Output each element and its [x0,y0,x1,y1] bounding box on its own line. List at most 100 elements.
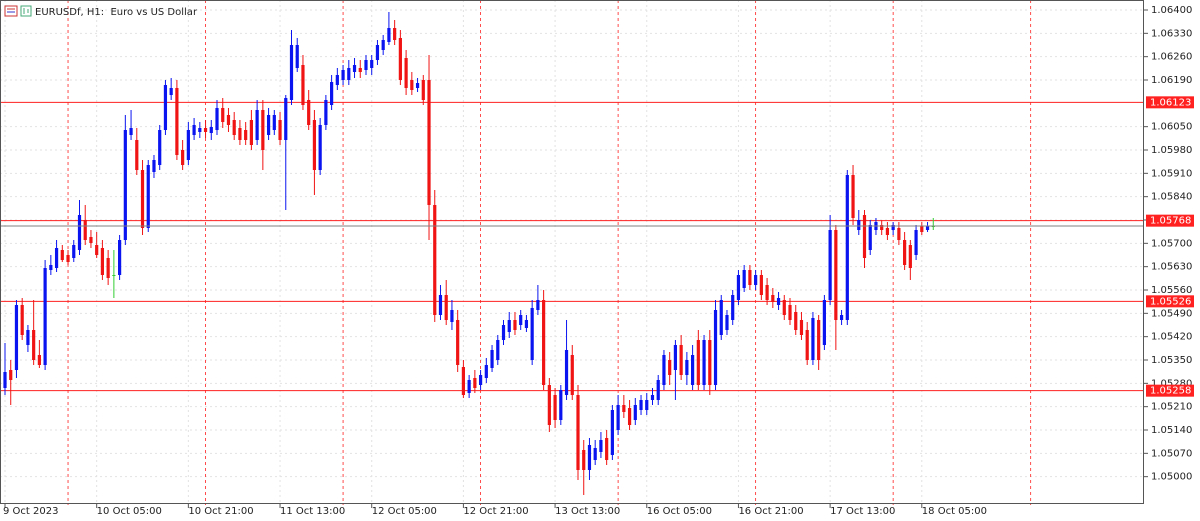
y-tick-label: 1.05910 [1151,168,1192,179]
candle-body [89,237,93,243]
x-tick-label: 16 Oct 05:00 [647,506,712,517]
x-tick-label: 10 Oct 05:00 [97,506,162,517]
level-label-box [1146,96,1194,109]
x-tick-label: 18 Oct 05:00 [922,506,987,517]
x-tick-label: 9 Oct 2023 [3,506,58,517]
candle-body [295,45,299,68]
candle-body [370,60,374,68]
candle-body [570,355,574,395]
candle-body [834,230,838,320]
candle-body [547,385,551,425]
level-label-box [1146,384,1194,397]
candle-body [685,360,689,375]
candle-body [266,115,271,135]
candle-body [49,265,53,270]
candle-body [478,375,483,385]
candle-body [484,365,488,378]
candle-body [587,445,592,470]
candle-body [582,450,586,470]
y-tick-label: 1.05980 [1151,145,1192,156]
candle-body [112,275,116,276]
candle-body [37,355,41,365]
candle-body [387,28,391,42]
candle-body [410,80,414,90]
candle-body [135,140,139,170]
candle-body [782,300,786,315]
candle-body [312,120,317,170]
candle-body [524,320,529,328]
plot-border [0,0,1144,504]
candle-body [226,115,231,125]
candle-body [393,28,397,40]
candle-body [799,320,804,335]
candle-body [192,125,196,135]
candle-body [914,230,918,255]
candle-body [576,395,580,470]
candle-body [324,100,328,125]
candle-body [490,350,494,368]
candle-body [381,40,385,50]
candle-body [765,285,769,300]
y-tick-label: 1.05560 [1151,285,1192,296]
candle-body [473,378,477,388]
candle-body [20,305,24,335]
y-tick-label: 1.05420 [1151,332,1192,343]
x-tick-label: 12 Oct 05:00 [372,506,437,517]
candle-body [702,340,706,385]
candle-body [880,225,884,230]
candle-body [249,120,253,145]
candle-body [467,380,471,393]
candle-body [129,128,133,135]
candle-body [868,225,872,250]
candle-body [278,120,282,140]
candle-body [66,255,70,262]
candle-body [289,45,294,100]
candle-body [845,175,849,320]
candle-body [100,248,105,275]
candle-body [605,438,609,460]
candle-body [920,226,924,232]
level-label: 1.05258 [1150,386,1191,397]
candle-body [255,110,259,140]
candle-body [656,380,660,400]
y-tick-label: 1.05070 [1151,448,1192,459]
candle-body [118,240,122,275]
candle-body [26,330,30,345]
candle-body [496,340,500,360]
candle-body [415,83,420,88]
candle-body [158,130,162,165]
candle-body [885,228,890,235]
candle-body [186,130,190,160]
candle-body [691,355,695,385]
candle-body [330,82,334,105]
candle-body [169,88,173,95]
candle-body [828,230,832,300]
y-tick-label: 1.06190 [1151,75,1192,86]
y-tick-label: 1.05140 [1151,425,1192,436]
y-tick-label: 1.05000 [1151,472,1192,483]
candle-body [736,275,741,300]
y-tick-label: 1.05350 [1151,355,1192,366]
plot-area [0,0,1144,505]
y-tick-label: 1.06050 [1151,122,1192,133]
x-tick-label: 10 Oct 21:00 [188,506,253,517]
candle-body [857,220,861,230]
chart-title: EURUSDf, H1: Euro vs US Dollar [35,7,198,18]
candle-body [593,448,597,460]
candle-body [364,60,368,70]
candle-body [14,305,19,370]
candle-body [341,70,345,80]
candle-body [759,275,763,295]
candle-body [433,205,437,315]
candle-body [805,330,809,360]
level-label-box [1146,214,1194,227]
candle-body [754,275,758,285]
y-tick-label: 1.05280 [1151,378,1192,389]
candle-body [811,318,815,360]
x-tick-label: 16 Oct 21:00 [738,506,803,517]
candle-body [696,340,700,385]
candle-body [897,228,901,240]
candle-body [95,245,99,255]
y-tick-label: 1.05840 [1151,192,1192,203]
